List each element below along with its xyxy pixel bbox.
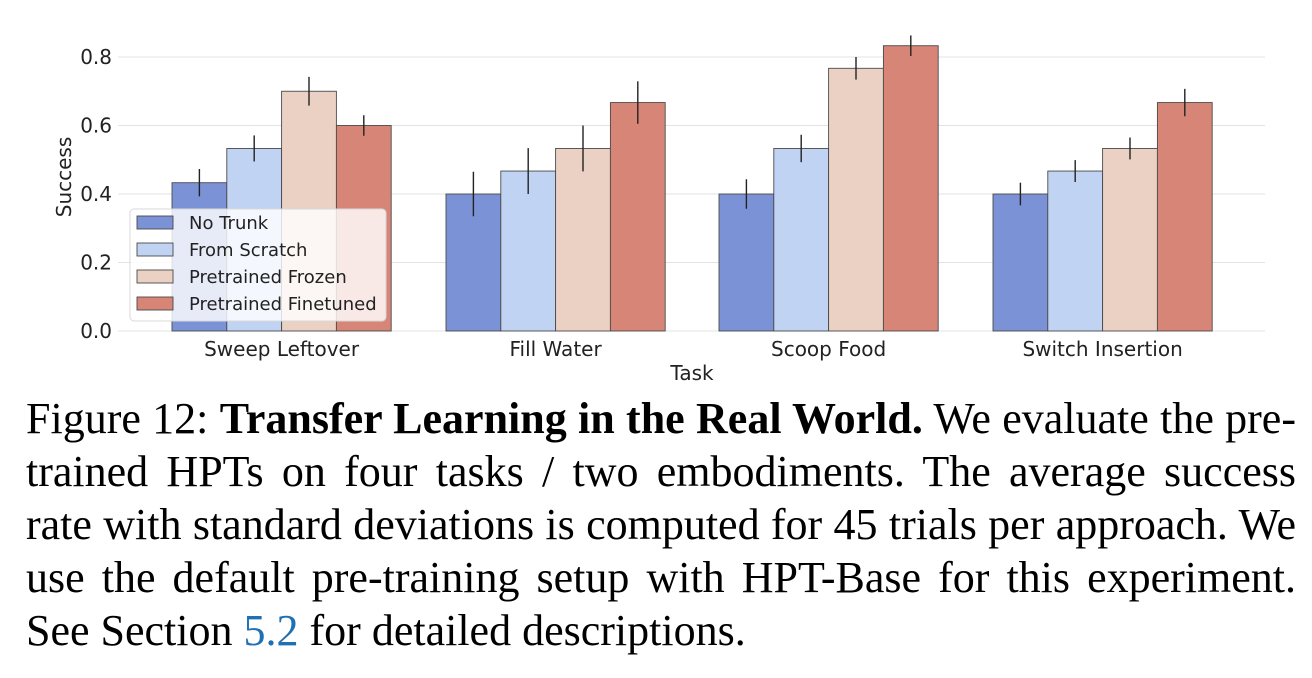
bar-pretrained-frozen — [1102, 147, 1158, 332]
bar-from-scratch — [500, 170, 557, 332]
x-tick-labels: Sweep Leftover Fill Water Scoop Food Switch… — [204, 337, 1183, 361]
x-tick-label: Switch Insertion — [1022, 337, 1182, 361]
legend-label: From Scratch — [189, 240, 307, 261]
x-tick-label: Fill Water — [509, 337, 602, 361]
bar-no-trunk — [992, 193, 1049, 332]
legend-swatch — [136, 296, 174, 311]
bar-no-trunk — [718, 193, 775, 332]
y-tick-label: 0.4 — [80, 182, 112, 206]
y-tick-label: 0.6 — [80, 114, 112, 138]
x-axis-label: Task — [669, 361, 714, 385]
legend-label: Pretrained Finetuned — [189, 294, 377, 315]
legend-frame — [129, 208, 387, 322]
legend-swatch — [136, 215, 174, 230]
y-tick-labels: 0.0 0.2 0.4 0.6 0.8 — [80, 45, 112, 343]
legend-swatch — [136, 242, 174, 257]
bar-pretrained-finetuned — [882, 45, 939, 332]
legend: No Trunk From Scratch Pretrained Frozen Pre… — [129, 208, 387, 322]
bar-pretrained-finetuned — [609, 102, 666, 332]
legend-label: Pretrained Frozen — [189, 267, 347, 288]
bar-pretrained-finetuned — [1156, 102, 1213, 332]
bar-pretrained-frozen — [555, 147, 611, 332]
section-reference-link[interactable]: 5.2 — [243, 606, 299, 655]
legend-label: No Trunk — [189, 213, 269, 234]
y-tick-label: 0.2 — [80, 251, 112, 275]
caption-body-end: for detailed descriptions. — [309, 606, 746, 655]
bar-pretrained-frozen — [828, 67, 884, 332]
caption-body: We evaluate the pre-trained HPTs on four… — [26, 394, 1296, 655]
x-tick-label: Scoop Food — [771, 337, 886, 361]
bar-chart: 0.0 0.2 0.4 0.6 0.8 Sweep Leftover Fill Water… — [52, 35, 1265, 385]
bar-from-scratch — [773, 147, 830, 332]
x-tick-label: Sweep Leftover — [204, 337, 360, 361]
caption-label: Figure 12: — [26, 394, 209, 443]
error-bars — [198, 35, 1186, 217]
legend-swatch — [136, 269, 174, 284]
y-axis-label: Success — [52, 137, 76, 218]
legend-items: No Trunk From Scratch Pretrained Frozen Pre… — [136, 213, 377, 315]
caption-title: Transfer Learning in the Real World. — [219, 394, 923, 443]
y-tick-label: 0.0 — [80, 319, 112, 343]
bar-from-scratch — [1047, 170, 1104, 332]
figure-caption: Figure 12: Transfer Learning in the Real… — [26, 392, 1296, 657]
chart-area: 0.0 0.2 0.4 0.6 0.8 Sweep Leftover Fill Water… — [52, 35, 1265, 385]
y-tick-label: 0.8 — [80, 45, 112, 69]
